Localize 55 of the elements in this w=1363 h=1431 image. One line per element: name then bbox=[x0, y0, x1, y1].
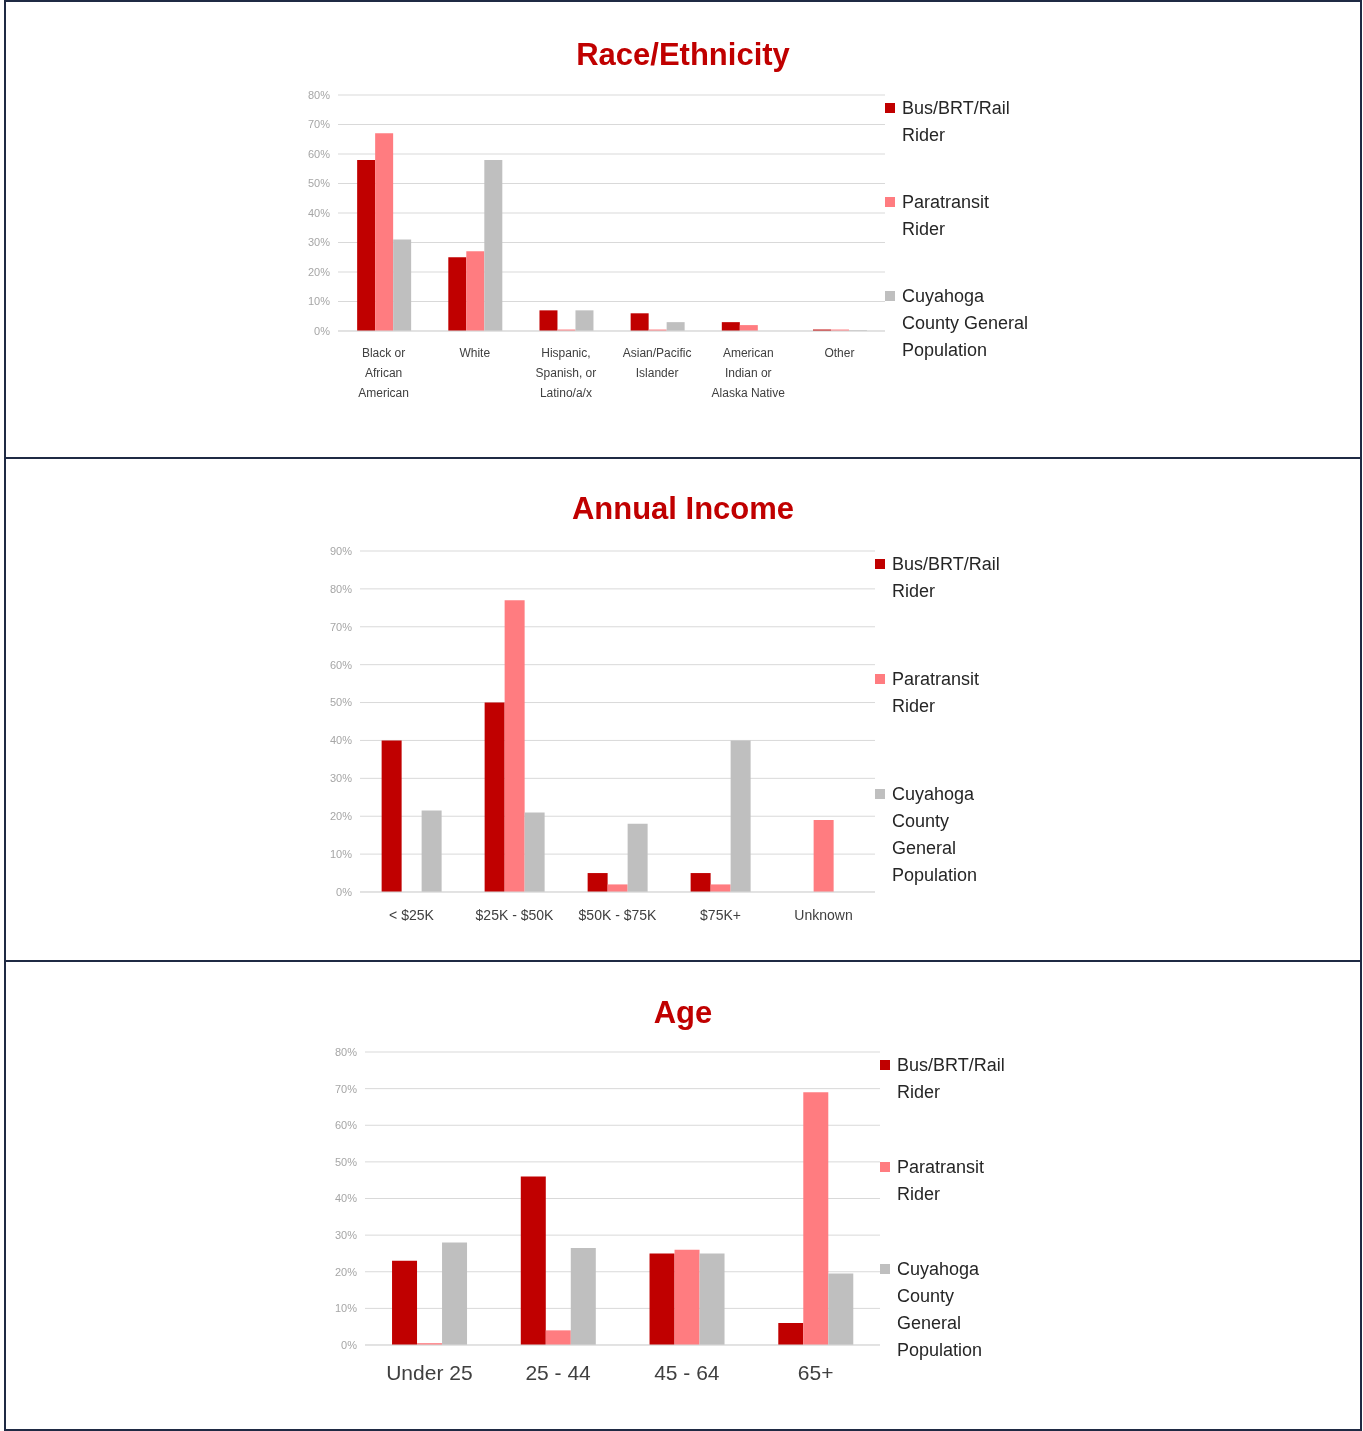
x-tick-label: Unknown bbox=[794, 907, 853, 923]
y-tick-label: 50% bbox=[334, 1155, 358, 1168]
y-tick-label: 0% bbox=[314, 324, 331, 337]
y-tick-label: 30% bbox=[334, 1229, 358, 1242]
y-tick-label: 90% bbox=[329, 544, 353, 557]
legend-label: Bus/BRT/Rail Rider bbox=[902, 97, 1011, 147]
x-tick-label: 45 - 64 bbox=[654, 1361, 720, 1384]
legend-label: Cuyahoga County General Population bbox=[902, 285, 1030, 362]
y-tick-label: 70% bbox=[329, 620, 353, 633]
y-tick-label: 70% bbox=[307, 118, 331, 131]
y-tick-label: 60% bbox=[334, 1119, 358, 1132]
legend-label: Paratransit Rider bbox=[892, 668, 981, 718]
y-tick-label: 20% bbox=[307, 265, 331, 278]
y-tick-label: 0% bbox=[341, 1338, 358, 1351]
y-tick-label: 50% bbox=[329, 696, 353, 709]
chart-title: Age bbox=[652, 994, 714, 1032]
x-tick-label: 65+ bbox=[797, 1361, 834, 1384]
x-tick-label: Hispanic, Spanish, or Latino/a/x bbox=[535, 346, 597, 400]
y-tick-label: 40% bbox=[334, 1192, 358, 1205]
x-tick-label: Under 25 bbox=[386, 1361, 473, 1384]
y-tick-label: 70% bbox=[334, 1082, 358, 1095]
y-tick-label: 20% bbox=[329, 810, 353, 823]
x-tick-label: Black or African American bbox=[358, 346, 409, 400]
x-tick-label: Other bbox=[824, 346, 855, 360]
y-tick-label: 30% bbox=[329, 772, 353, 785]
y-tick-label: 80% bbox=[329, 582, 353, 595]
chart-title: Annual Income bbox=[570, 490, 796, 528]
x-tick-label: $50K - $75K bbox=[578, 907, 658, 923]
legend-label: Cuyahoga County General Population bbox=[892, 783, 979, 887]
x-tick-label: $25K - $50K bbox=[475, 907, 555, 923]
x-tick-label: American Indian or Alaska Native bbox=[711, 346, 786, 400]
y-tick-label: 60% bbox=[307, 147, 331, 160]
x-tick-label: Asian/Pacific Islander bbox=[622, 346, 692, 380]
x-tick-label: $75K+ bbox=[700, 907, 741, 923]
y-tick-label: 80% bbox=[307, 88, 331, 101]
y-tick-label: 40% bbox=[329, 734, 353, 747]
legend-label: Bus/BRT/Rail Rider bbox=[897, 1054, 1006, 1104]
y-tick-label: 40% bbox=[307, 206, 331, 219]
y-tick-label: 60% bbox=[329, 658, 353, 671]
y-tick-label: 10% bbox=[334, 1302, 358, 1315]
chart-title: Race/Ethnicity bbox=[575, 36, 791, 74]
x-tick-label: < $25K bbox=[389, 907, 435, 923]
y-tick-label: 10% bbox=[307, 295, 331, 308]
y-tick-label: 20% bbox=[334, 1265, 358, 1278]
y-tick-label: 30% bbox=[307, 236, 331, 249]
legend-label: Cuyahoga County General Population bbox=[897, 1258, 984, 1362]
legend-label: Paratransit Rider bbox=[902, 191, 991, 241]
y-tick-label: 80% bbox=[334, 1045, 358, 1058]
x-tick-label: 25 - 44 bbox=[525, 1361, 592, 1384]
y-tick-label: 0% bbox=[336, 885, 353, 898]
y-tick-label: 10% bbox=[329, 848, 353, 861]
legend-label: Bus/BRT/Rail Rider bbox=[892, 553, 1001, 603]
legend-label: Paratransit Rider bbox=[897, 1156, 986, 1206]
x-tick-label: White bbox=[459, 346, 491, 360]
y-tick-label: 50% bbox=[307, 177, 331, 190]
